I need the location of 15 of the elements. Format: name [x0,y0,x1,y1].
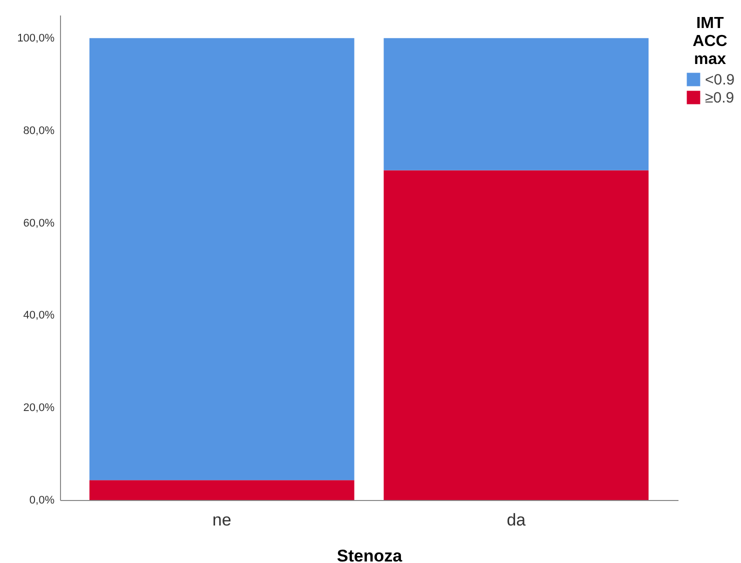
x-tick-label: da [506,510,526,530]
legend-label: ≥0.9 [705,90,734,106]
x-axis-title: Stenoza [336,546,403,563]
y-tick-label: 0,0% [29,494,55,506]
x-tick-label: ne [212,510,232,530]
y-tick-label: 20,0% [23,402,55,414]
y-tick-label: 40,0% [23,310,55,322]
y-tick-label: 60,0% [23,217,55,230]
bar [384,38,649,170]
y-tick-label: 100,0% [17,32,55,45]
bar [89,480,354,500]
legend-label: <0.9 [705,72,735,88]
bar [384,170,649,500]
legend-title: IMT ACC max [692,15,728,68]
y-tick-label: 80,0% [23,124,55,137]
